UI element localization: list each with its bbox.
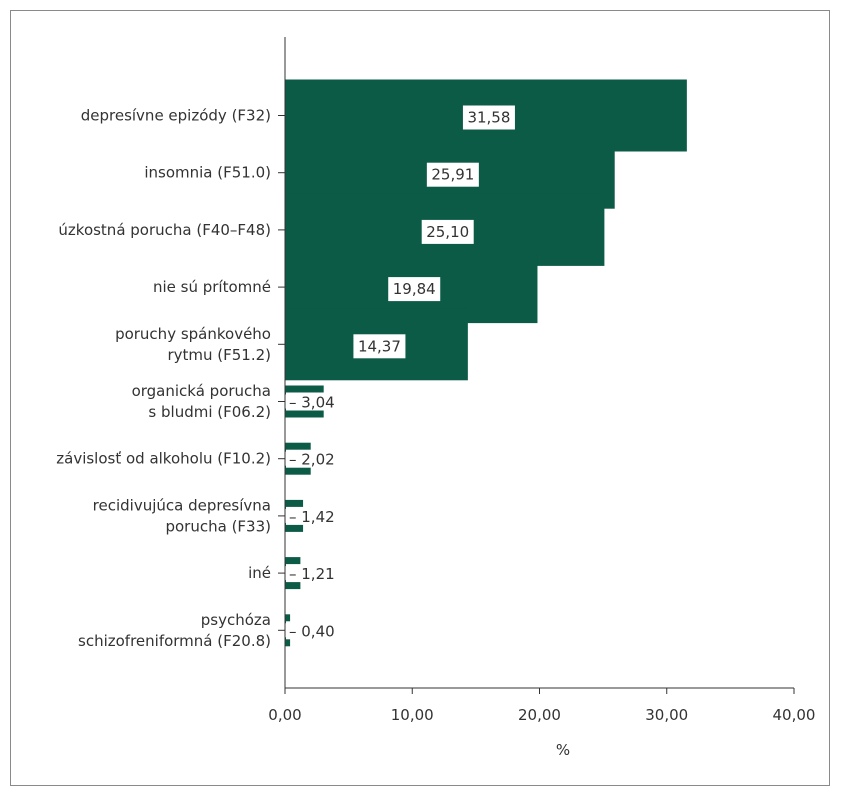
category-label: psychóza bbox=[201, 611, 271, 629]
value-label-box bbox=[462, 105, 515, 130]
category-label: s bludmi (F06.2) bbox=[148, 403, 271, 421]
category-label: rytmu (F51.2) bbox=[167, 346, 271, 364]
bar bbox=[285, 385, 324, 395]
bar-lower bbox=[285, 580, 301, 590]
category-label: insomnia (F51.0) bbox=[144, 164, 271, 182]
value-label: – 0,40 bbox=[289, 622, 335, 640]
bar bbox=[285, 557, 301, 567]
value-label: 31,58 bbox=[467, 109, 510, 127]
category-label: iné bbox=[248, 564, 271, 582]
x-tick-label: 10,00 bbox=[391, 706, 434, 724]
value-label: – 1,42 bbox=[289, 508, 335, 526]
value-label-bg bbox=[286, 621, 334, 640]
value-label-box bbox=[353, 334, 406, 359]
x-tick-label: 0,00 bbox=[268, 706, 301, 724]
category-label: porucha (F33) bbox=[165, 517, 271, 535]
value-label-bg bbox=[286, 449, 334, 468]
category-label: organická porucha bbox=[132, 382, 271, 400]
value-label: – 3,04 bbox=[289, 394, 335, 412]
category-label: úzkostná porucha (F40–F48) bbox=[58, 221, 271, 239]
category-label: depresívne epizódy (F32) bbox=[81, 107, 271, 125]
x-tick-label: 20,00 bbox=[518, 706, 561, 724]
bar bbox=[285, 442, 311, 452]
bar-lower bbox=[285, 637, 291, 647]
x-tick-label: 30,00 bbox=[645, 706, 688, 724]
value-label-box bbox=[421, 219, 474, 244]
bar-lower bbox=[285, 522, 304, 532]
value-label: 25,10 bbox=[426, 223, 469, 241]
value-label-bg bbox=[286, 506, 334, 525]
value-label-box bbox=[388, 277, 441, 302]
bar-lower bbox=[285, 465, 311, 475]
category-label: závislosť od alkoholu (F10.2) bbox=[56, 450, 271, 468]
category-label: schizofreniformná (F20.8) bbox=[78, 632, 271, 650]
x-tick-label: 40,00 bbox=[773, 706, 816, 724]
category-label: poruchy spánkového bbox=[115, 325, 271, 343]
category-label: recidivujúca depresívna bbox=[93, 496, 271, 514]
value-label-box bbox=[426, 162, 479, 187]
value-label: – 2,02 bbox=[289, 451, 335, 469]
value-label: – 1,21 bbox=[289, 565, 335, 583]
bar bbox=[285, 499, 304, 509]
category-label: nie sú prítomné bbox=[153, 278, 271, 296]
bar bbox=[285, 614, 291, 624]
value-label: 14,37 bbox=[358, 337, 401, 355]
bar-lower bbox=[285, 408, 324, 418]
x-axis-title: % bbox=[556, 741, 570, 759]
value-label-bg bbox=[286, 392, 334, 411]
value-label: 25,91 bbox=[431, 166, 474, 184]
value-label-bg bbox=[286, 564, 334, 583]
value-label: 19,84 bbox=[393, 280, 436, 298]
